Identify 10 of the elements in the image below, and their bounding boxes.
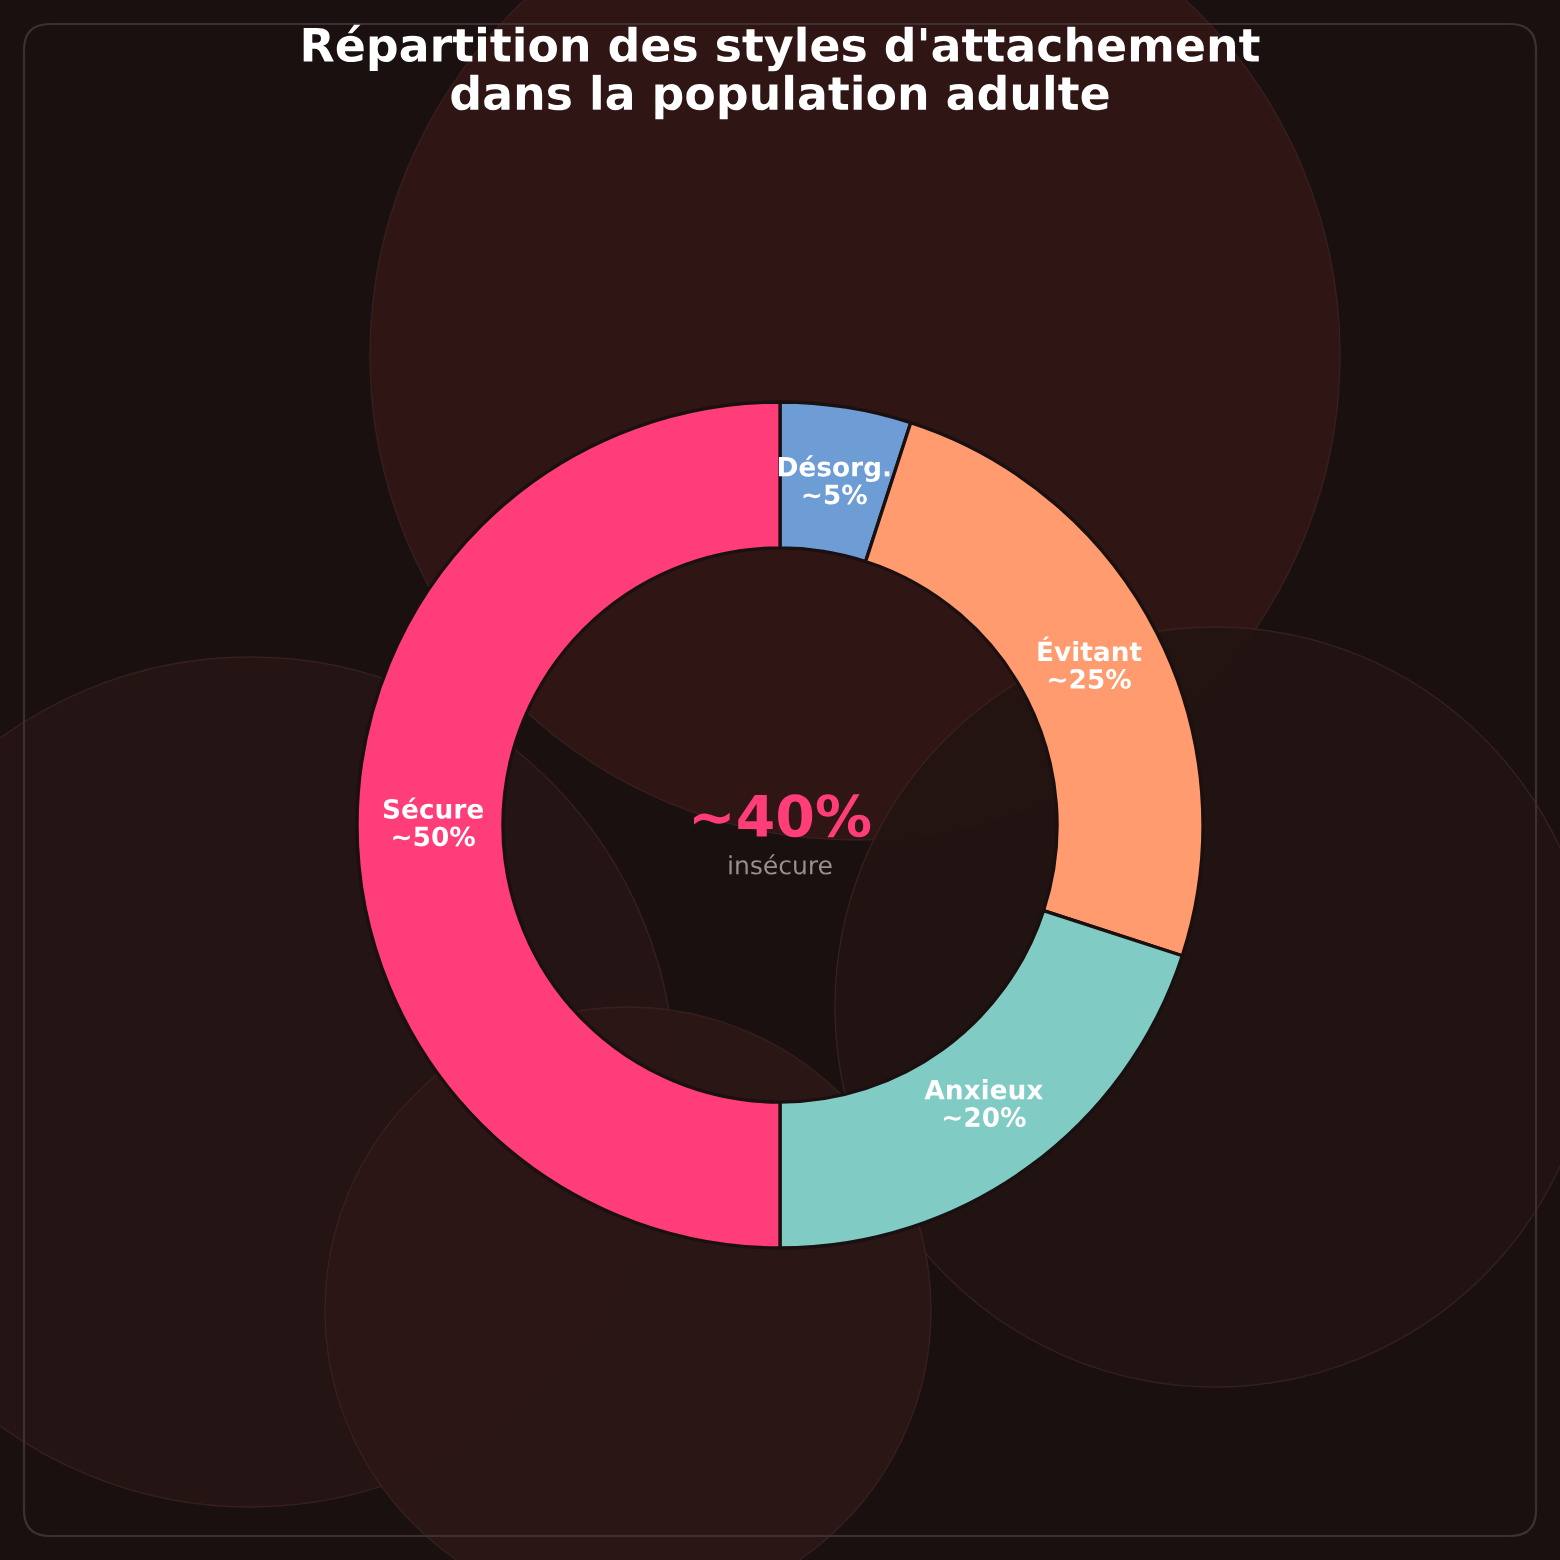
text: insécure — [729, 854, 832, 875]
slice-label: Sécure — [383, 797, 483, 819]
data-label: ~50% — [393, 826, 475, 847]
data-label: ~25% — [1049, 669, 1131, 689]
slice-label: Anxieux — [924, 1079, 1043, 1100]
text: ~40% — [694, 794, 871, 838]
chart-title: Répartition des styles d'attachement dans la population adulte — [303, 24, 1260, 120]
slice-label: Évitant — [1038, 636, 1142, 662]
data-label: ~5% — [803, 484, 867, 505]
data-label: ~20% — [944, 1107, 1026, 1128]
